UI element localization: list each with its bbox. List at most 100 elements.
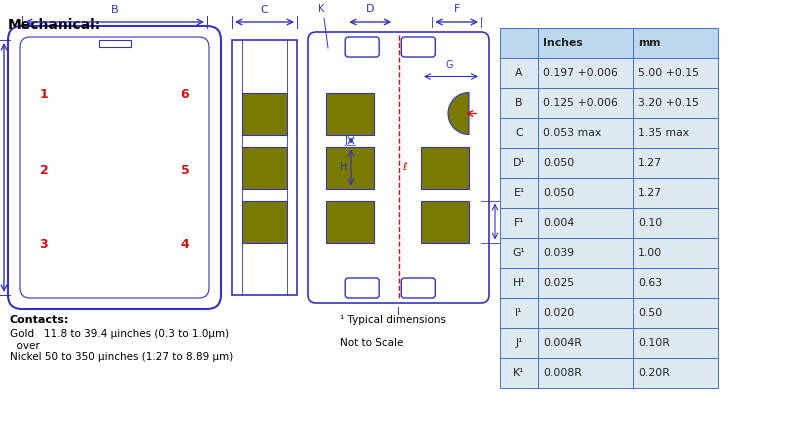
Text: 5.00 +0.15: 5.00 +0.15 <box>638 68 699 78</box>
Bar <box>538 268 633 298</box>
Text: Gold   11.8 to 39.4 μinches (0.3 to 1.0μm)
  over
Nickel 50 to 350 μinches (1.27: Gold 11.8 to 39.4 μinches (0.3 to 1.0μm)… <box>10 329 233 362</box>
Bar <box>500 328 538 358</box>
Text: 5: 5 <box>181 163 190 177</box>
Bar <box>538 358 633 388</box>
Text: D: D <box>366 4 375 14</box>
Bar <box>633 88 718 118</box>
Text: 2: 2 <box>39 163 48 177</box>
Text: Inches: Inches <box>543 38 582 48</box>
Bar <box>538 328 633 358</box>
Text: F: F <box>453 4 460 14</box>
Text: E: E <box>499 216 505 226</box>
Text: C: C <box>260 5 268 15</box>
Text: 1.00: 1.00 <box>638 248 662 258</box>
Text: 0.10R: 0.10R <box>638 338 670 348</box>
Text: 0.10: 0.10 <box>638 218 662 228</box>
Bar <box>421 201 469 243</box>
Text: E¹: E¹ <box>513 188 525 198</box>
Text: F¹: F¹ <box>514 218 524 228</box>
Text: ℓ: ℓ <box>402 163 407 173</box>
Text: 0.008R: 0.008R <box>543 368 582 378</box>
FancyBboxPatch shape <box>8 26 221 309</box>
Text: D¹: D¹ <box>512 158 525 168</box>
Bar <box>242 201 287 243</box>
Text: H: H <box>340 163 347 173</box>
Bar <box>633 238 718 268</box>
Bar <box>538 238 633 268</box>
Text: H¹: H¹ <box>513 278 525 288</box>
FancyBboxPatch shape <box>401 37 435 57</box>
Text: J¹: J¹ <box>515 338 523 348</box>
FancyBboxPatch shape <box>345 37 379 57</box>
Text: Contacts:: Contacts: <box>10 315 69 325</box>
Bar <box>538 58 633 88</box>
Bar <box>500 118 538 148</box>
Text: 0.63: 0.63 <box>638 278 662 288</box>
Text: 4: 4 <box>181 239 190 252</box>
Text: 0.039: 0.039 <box>543 248 575 258</box>
Bar <box>538 178 633 208</box>
Text: ¹ Typical dimensions

Not to Scale: ¹ Typical dimensions Not to Scale <box>340 315 446 348</box>
Bar <box>500 298 538 328</box>
Bar <box>326 201 374 243</box>
Bar <box>500 268 538 298</box>
Text: I¹: I¹ <box>515 308 523 318</box>
Text: 3.20 +0.15: 3.20 +0.15 <box>638 98 699 108</box>
Text: 0.025: 0.025 <box>543 278 575 288</box>
Text: 0.050: 0.050 <box>543 188 575 198</box>
Text: 0.50: 0.50 <box>638 308 662 318</box>
Text: C: C <box>515 128 523 138</box>
Text: 1.27: 1.27 <box>638 158 662 168</box>
Text: K: K <box>318 4 324 14</box>
Bar <box>633 58 718 88</box>
Text: J: J <box>344 135 347 146</box>
Bar <box>421 146 469 188</box>
Text: K¹: K¹ <box>513 368 525 378</box>
Bar <box>633 328 718 358</box>
Text: 0.004R: 0.004R <box>543 338 582 348</box>
Bar <box>500 148 538 178</box>
Text: I: I <box>397 307 400 317</box>
Bar <box>232 40 297 295</box>
Bar <box>98 40 131 47</box>
Text: 6: 6 <box>181 89 190 101</box>
Bar <box>633 298 718 328</box>
Bar <box>538 28 633 58</box>
Bar <box>633 148 718 178</box>
Bar <box>633 28 718 58</box>
Bar <box>538 88 633 118</box>
Bar <box>500 358 538 388</box>
Bar <box>500 208 538 238</box>
Bar <box>538 118 633 148</box>
Bar <box>242 146 287 188</box>
Text: mm: mm <box>638 38 660 48</box>
Text: 0.020: 0.020 <box>543 308 575 318</box>
Bar <box>538 208 633 238</box>
Bar <box>633 178 718 208</box>
Text: 0.197 +0.006: 0.197 +0.006 <box>543 68 618 78</box>
Text: 3: 3 <box>39 239 48 252</box>
Bar <box>500 178 538 208</box>
Bar <box>500 88 538 118</box>
Bar <box>633 358 718 388</box>
Bar <box>500 58 538 88</box>
Text: G: G <box>445 60 453 70</box>
Text: A: A <box>515 68 523 78</box>
FancyBboxPatch shape <box>345 278 379 298</box>
Text: 0.004: 0.004 <box>543 218 575 228</box>
Text: 1.35 max: 1.35 max <box>638 128 689 138</box>
Bar <box>538 148 633 178</box>
Bar <box>633 118 718 148</box>
Text: B: B <box>515 98 523 108</box>
Bar <box>326 146 374 188</box>
Text: 1.27: 1.27 <box>638 188 662 198</box>
Bar <box>633 208 718 238</box>
Bar <box>538 298 633 328</box>
FancyBboxPatch shape <box>401 278 435 298</box>
Text: 0.20R: 0.20R <box>638 368 670 378</box>
Text: G¹: G¹ <box>512 248 525 258</box>
Text: 0.125 +0.006: 0.125 +0.006 <box>543 98 618 108</box>
Bar <box>242 93 287 135</box>
Bar <box>633 268 718 298</box>
Bar <box>500 238 538 268</box>
